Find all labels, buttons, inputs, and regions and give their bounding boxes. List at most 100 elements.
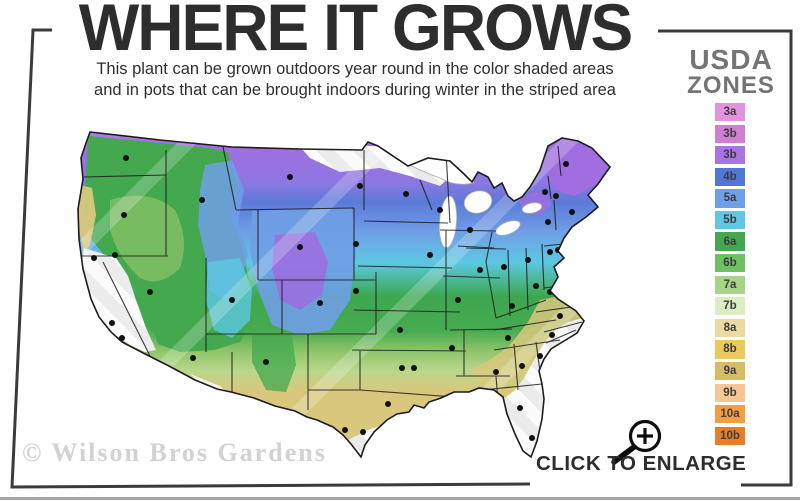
city-marker-dot [399,365,405,371]
page-title: WHERE IT GROWS [78,0,634,64]
us-outline [77,131,612,459]
city-marker-dot [449,345,455,351]
city-marker-dot [525,257,531,263]
city-marker-dot [519,363,525,369]
legend-swatch-label: 8a [723,321,737,334]
city-marker-dot [477,267,483,273]
usda-heading-line-2: ZONES [687,72,775,99]
city-marker-dot [397,327,403,333]
city-marker-dot [493,369,499,375]
city-marker-dot [91,255,97,261]
legend-swatch-3a-0: 3a [715,103,745,122]
city-marker-dot [533,283,539,289]
legend-swatch-label: 10a [720,408,740,421]
legend-swatch-4b-3: 4b [715,167,745,186]
legend-swatch-label: 7b [723,300,737,313]
city-marker-dot [287,174,293,180]
city-marker-dot [147,289,153,295]
usda-heading-line-1: USDA [689,44,773,75]
city-marker-dot [109,320,115,326]
subtitle-line-2: and in pots that can be brought indoors … [94,81,616,99]
legend-swatch-label: 3a [723,106,737,119]
city-marker-dot [542,189,548,195]
city-marker-dot [509,303,515,309]
usda-zones-heading: USDA ZONES [678,44,784,99]
city-marker-dot [427,410,433,416]
striped-region-south [240,316,610,457]
city-marker-dot [353,241,359,247]
click-to-enlarge-label[interactable]: CLICK TO ENLARGE [536,452,747,475]
legend-swatch-5a-4: 5a [715,189,745,208]
city-marker-dot [437,207,443,213]
city-marker-dot [119,335,125,341]
city-marker-dot [297,244,303,250]
city-marker-dot [342,427,348,433]
city-marker-dot [467,227,473,233]
city-marker-dot [190,355,196,361]
striped-region-north [296,142,448,186]
legend-swatch-6b-7: 6b [715,254,745,273]
legend-swatch-label: 8b [723,343,737,356]
legend-swatch-label: 3b [723,149,737,162]
legend-swatch-9b-13: 9b [715,383,745,402]
legend-swatch-3b-1: 3b [715,124,745,143]
city-marker-dot [553,193,559,199]
city-marker-dot [263,359,269,365]
legend-swatch-10b-15: 10b [715,426,745,445]
city-marker-dot [199,197,205,203]
city-marker-dot [385,401,391,407]
city-marker-dot [317,300,323,306]
city-marker-dot [121,212,127,218]
magnifier-plus-icon[interactable] [611,419,662,465]
city-marker-dot [360,429,366,435]
image-bottom-edge [0,497,800,500]
legend-swatch-label: 6a [723,235,737,248]
city-marker-dot [123,155,129,161]
legend-swatch-9a-12: 9a [715,361,745,381]
city-marker-dot [505,335,511,341]
legend-swatch-7a-8: 7a [715,275,745,294]
legend-swatch-label: 10b [720,429,740,442]
legend-swatch-label: 5a [723,192,737,205]
legend-swatch-label: 3b [723,127,737,140]
legend-swatch-8b-11: 8b [715,340,745,359]
city-marker-dot [403,191,409,197]
legend-swatch-label: 9b [723,386,737,399]
legend-swatch-6a-6: 6a [715,232,745,251]
city-marker-dot [411,365,417,371]
subtitle-line-1: This plant can be grown outdoors year ro… [96,60,614,78]
city-marker-dot [569,209,575,215]
city-marker-dot [557,313,563,319]
city-marker-dot [427,252,433,258]
city-marker-dot [547,249,553,255]
city-marker-dot [517,405,523,411]
legend-swatch-3b-2: 3b [715,146,745,165]
city-marker-dot [501,264,507,270]
city-marker-dot [357,183,363,189]
city-marker-dot [549,332,555,338]
legend-swatch-label: 6b [723,257,737,270]
city-marker-dot [112,252,118,258]
legend-swatch-label: 9a [723,365,737,378]
city-marker-dot [537,353,543,359]
legend-swatch-5b-5: 5b [715,210,745,230]
city-marker-dot [353,288,359,294]
watermark: © Wilson Bros Gardens [22,438,327,467]
city-marker-dot [563,161,569,167]
legend-swatch-10a-14: 10a [715,405,745,424]
legend-swatch-label: 4b [723,170,737,183]
frame-border [10,28,793,489]
city-marker-dot [452,395,458,401]
city-marker-dot [529,435,535,441]
legend-swatch-label: 7a [723,278,737,291]
zone-legend: 3a 3b 3b 4b 5a 5b 6a 6b 7a 7b 8a 8b 9a 9b 10a 10b [715,103,745,445]
city-marker-dot [229,297,235,303]
city-marker-dot [455,297,461,303]
legend-swatch-8a-10: 8a [715,318,745,337]
city-marker-dot [545,219,551,225]
state-borders [79,141,586,410]
subtitle: This plant can be grown outdoors year ro… [45,59,665,101]
legend-swatch-label: 5b [723,213,737,226]
